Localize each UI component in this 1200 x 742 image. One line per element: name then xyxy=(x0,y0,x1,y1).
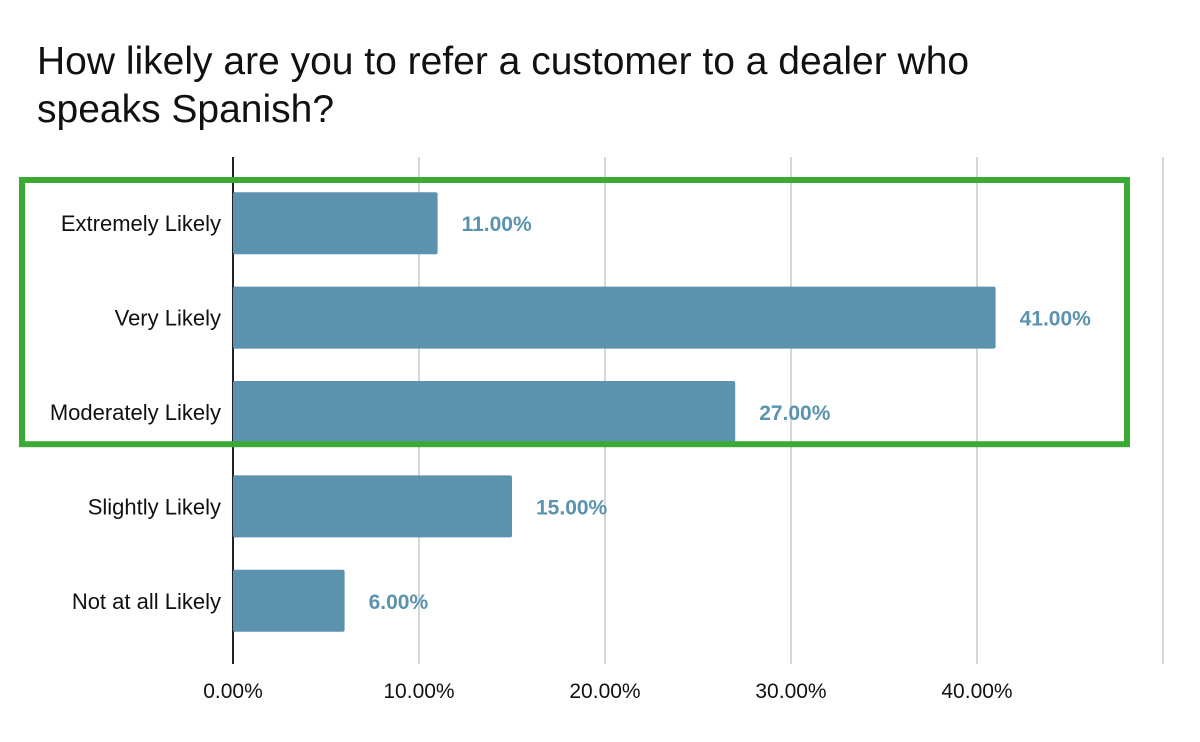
data-label: 15.00% xyxy=(536,496,608,519)
category-label: Slightly Likely xyxy=(88,494,221,519)
highlight-box xyxy=(19,177,1130,448)
data-label: 6.00% xyxy=(369,591,429,614)
bar xyxy=(233,381,736,443)
x-tick-label: 0.00% xyxy=(203,680,263,703)
chart-title: How likely are you to refer a customer t… xyxy=(37,40,970,131)
category-label: Not at all Likely xyxy=(72,589,221,614)
category-label: Moderately Likely xyxy=(50,400,221,425)
data-label: 11.00% xyxy=(462,213,532,236)
labels: 0.00% 10.00% 20.00% 30.00% 40.00% Extremely L… xyxy=(50,211,1091,703)
x-tick-label: 10.00% xyxy=(383,680,454,703)
data-label: 41.00% xyxy=(1020,308,1092,331)
bar xyxy=(233,192,438,255)
data-label: 27.00% xyxy=(759,402,831,425)
bar xyxy=(233,286,996,349)
x-tick-label: 40.00% xyxy=(941,680,1012,703)
x-tick-label: 30.00% xyxy=(755,680,826,703)
bar xyxy=(233,475,512,538)
bars xyxy=(233,192,996,632)
bar xyxy=(233,569,345,632)
category-label: Extremely Likely xyxy=(61,211,221,236)
highlight xyxy=(19,177,1130,448)
category-label: Very Likely xyxy=(115,306,221,331)
x-tick-label: 20.00% xyxy=(569,680,640,703)
